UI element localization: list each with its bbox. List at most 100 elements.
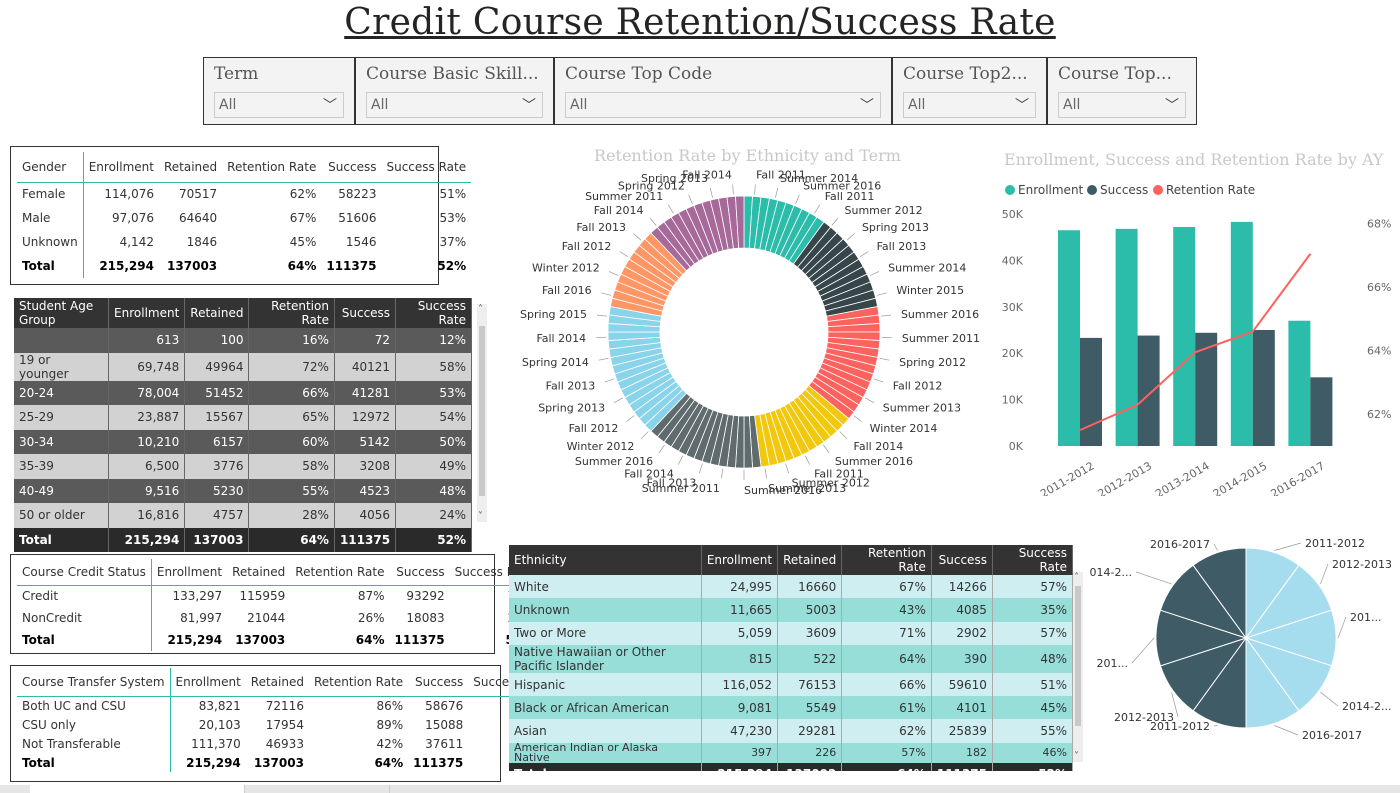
- column-header[interactable]: Success Rate: [381, 152, 472, 183]
- column-header[interactable]: Enrollment: [83, 152, 159, 183]
- table-row[interactable]: Female 114,076 70517 62% 58223 51%: [17, 182, 471, 206]
- column-header[interactable]: Ethnicity: [509, 545, 702, 575]
- column-header[interactable]: Enrollment: [151, 559, 228, 586]
- enrollment-combo-chart[interactable]: Enrollment Success Retention Rate 0K 10K 20K 3…: [995, 176, 1395, 496]
- success-bar[interactable]: [1252, 330, 1275, 446]
- column-header[interactable]: Course Credit Status: [17, 559, 152, 586]
- success-bar[interactable]: [1310, 377, 1333, 446]
- table-row[interactable]: Unknown 11,665 5003 43% 4085 35%: [509, 598, 1073, 622]
- course-top-code-dropdown[interactable]: All ﹀: [565, 92, 881, 118]
- legend-marker[interactable]: [1153, 185, 1163, 195]
- column-header[interactable]: Success: [408, 668, 469, 697]
- column-header[interactable]: Course Transfer System: [17, 668, 171, 697]
- course-top-dropdown[interactable]: All ﹀: [1058, 92, 1186, 118]
- legend-label[interactable]: Retention Rate: [1166, 183, 1255, 197]
- table-row[interactable]: White 24,995 16660 67% 14266 57%: [509, 575, 1073, 599]
- enrollment-bar[interactable]: [1288, 320, 1311, 446]
- legend-marker[interactable]: [1005, 185, 1015, 195]
- column-header[interactable]: Retained: [245, 668, 309, 697]
- scroll-down-icon[interactable]: ˅: [478, 511, 483, 522]
- table-row[interactable]: 613 100 16% 72 12%: [14, 328, 472, 353]
- column-header[interactable]: Success: [321, 152, 382, 183]
- table-row[interactable]: Unknown 4,142 1846 45% 1546 37%: [17, 230, 471, 254]
- page-tab[interactable]: [30, 785, 245, 793]
- column-header[interactable]: Student Age Group: [14, 298, 110, 328]
- term-dropdown[interactable]: All ﹀: [214, 92, 344, 118]
- donut-label: Fall 2014: [536, 332, 586, 345]
- column-header[interactable]: Enrollment: [701, 545, 779, 575]
- legend-marker[interactable]: [1087, 185, 1097, 195]
- table-row[interactable]: 30-34 10,210 6157 60% 5142 50%: [14, 429, 472, 454]
- course-top-slicer[interactable]: Course Top... All ﹀: [1047, 57, 1197, 125]
- column-header[interactable]: Success: [389, 559, 450, 586]
- page-tab[interactable]: [245, 785, 390, 793]
- column-header[interactable]: Enrollment: [170, 668, 246, 697]
- table-row[interactable]: Black or African American 9,081 5549 61% 410…: [509, 696, 1073, 720]
- enrollment-bar[interactable]: [1230, 221, 1253, 446]
- table-row[interactable]: 25-29 23,887 15567 65% 12972 54%: [14, 405, 472, 430]
- column-header[interactable]: Retention Rate: [841, 545, 932, 575]
- course-top2-slicer[interactable]: Course Top2... All ﹀: [892, 57, 1047, 125]
- ay-pie-chart[interactable]: 2011-20122012-2013201...2014-2...2016-20…: [1090, 530, 1400, 750]
- table-row[interactable]: 20-24 78,004 51452 66% 41281 53%: [14, 380, 472, 405]
- table-row[interactable]: 40-49 9,516 5230 55% 4523 48%: [14, 478, 472, 503]
- column-header[interactable]: Retained: [184, 298, 250, 328]
- table-cell: 133,297: [172, 589, 223, 604]
- column-header[interactable]: Retained: [158, 152, 223, 183]
- course-top-code-slicer[interactable]: Course Top Code All ﹀: [554, 57, 892, 125]
- course-top2-dropdown[interactable]: All ﹀: [903, 92, 1036, 118]
- success-bar[interactable]: [1137, 335, 1160, 446]
- donut-leader-line: [619, 251, 629, 258]
- table-row[interactable]: Two or More 5,059 3609 71% 2902 57%: [509, 621, 1073, 645]
- enrollment-bar[interactable]: [1115, 228, 1138, 446]
- scroll-up-icon[interactable]: ˄: [1074, 572, 1079, 583]
- table-row[interactable]: Native Hawaiian or Other Pacific Islande…: [509, 644, 1073, 673]
- column-header[interactable]: Success Rate: [395, 298, 472, 328]
- legend-label[interactable]: Success: [1100, 183, 1148, 197]
- legend-label[interactable]: Enrollment: [1018, 183, 1084, 197]
- retention-rate-line[interactable]: [1079, 253, 1312, 432]
- table-row[interactable]: Asian 47,230 29281 62% 25839 55%: [509, 719, 1073, 743]
- scroll-up-icon[interactable]: ˄: [478, 304, 483, 315]
- column-header[interactable]: Retention Rate: [248, 298, 335, 328]
- scroll-thumb[interactable]: [479, 326, 485, 496]
- donut-leader-line: [604, 378, 615, 383]
- ethnicity-table-scrollbar[interactable]: ˄ ˅: [1073, 572, 1083, 762]
- column-header[interactable]: Retention Rate: [222, 152, 322, 183]
- table-row[interactable]: Male 97,076 64640 67% 51606 53%: [17, 206, 471, 230]
- column-header[interactable]: Retained: [227, 559, 291, 586]
- scroll-down-icon[interactable]: ˅: [1074, 751, 1079, 762]
- table-row[interactable]: American Indian or Alaska Native 397 226 57…: [509, 742, 1073, 763]
- pie-label: 2016-2017: [1150, 538, 1210, 551]
- table-row[interactable]: 50 or older 16,816 4757 28% 4056 24%: [14, 503, 472, 528]
- success-bar[interactable]: [1080, 337, 1102, 446]
- column-header[interactable]: Retained: [777, 545, 843, 575]
- table-row[interactable]: Hispanic 116,052 76153 66% 59610 51%: [509, 672, 1073, 697]
- course-basic-skill-slicer[interactable]: Course Basic Skill... All ﹀: [355, 57, 554, 125]
- term-slicer[interactable]: Term All ﹀: [203, 57, 355, 125]
- column-header[interactable]: Retention Rate: [290, 559, 390, 586]
- table-row[interactable]: 19 or younger 69,748 49964 72% 40121 58%: [14, 352, 472, 381]
- enrollment-bar[interactable]: [1173, 226, 1196, 446]
- column-header[interactable]: Enrollment: [108, 298, 186, 328]
- pie-slice[interactable]: [1192, 547, 1247, 640]
- success-bar[interactable]: [1195, 332, 1218, 446]
- column-header[interactable]: Success: [334, 298, 397, 328]
- column-header[interactable]: Retention Rate: [308, 668, 409, 697]
- table-row[interactable]: 35-39 6,500 3776 58% 3208 49%: [14, 454, 472, 479]
- donut-slice[interactable]: [735, 195, 745, 249]
- enrollment-bar[interactable]: [1058, 230, 1080, 446]
- course-basic-skill-dropdown[interactable]: All ﹀: [366, 92, 543, 118]
- column-header[interactable]: Gender: [17, 152, 84, 183]
- age-table-scrollbar[interactable]: ˄ ˅: [477, 304, 487, 522]
- column-header[interactable]: Success: [931, 545, 993, 575]
- column-header[interactable]: Success Rate: [992, 545, 1073, 575]
- scroll-thumb[interactable]: [1075, 586, 1081, 726]
